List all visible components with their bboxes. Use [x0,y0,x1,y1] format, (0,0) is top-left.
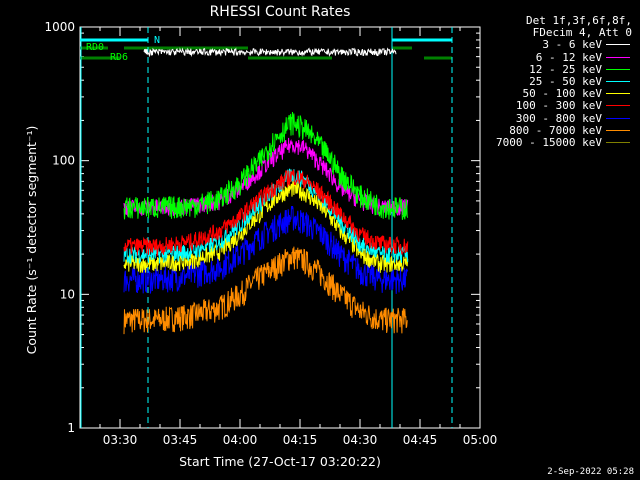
legend-label: 300 - 800 keV [515,111,602,125]
legend-entry: 25 - 50 keV [482,74,632,88]
legend-swatch [606,68,630,70]
legend-entry: 7000 - 15000 keV [482,135,632,149]
series-line [123,169,409,257]
x-tick-label: 05:00 [463,433,498,447]
legend-label: 6 - 12 keV [535,50,602,64]
x-axis-label: Start Time (27-Oct-17 03:20:22) [179,454,381,469]
legend-header-1: Det 1f,3f,6f,8f, [526,14,632,27]
legend-label: 800 - 7000 keV [509,123,602,137]
chart-title: RHESSI Count Rates [210,4,351,20]
y-tick-label: 1 [67,421,75,435]
legend-entry: 50 - 100 keV [482,87,632,101]
legend-label: 3 - 6 keV [542,38,602,52]
series-line [123,246,408,335]
series-group [123,47,409,335]
legend-label: 25 - 50 keV [529,74,602,88]
overlay-annotation: RD6 [110,52,128,63]
axes: 1 10 100 1000 03:30 03:45 04:00 04:15 04:30 04:45… [44,20,497,447]
x-tick-label: 03:45 [163,433,198,447]
legend-swatch [606,129,630,131]
instrument-state-overlay: RD0 RD6 N [80,27,453,428]
legend-swatch [606,44,630,46]
legend-entry: 800 - 7000 keV [482,123,632,137]
legend-swatch [606,141,630,143]
series-line [123,180,409,273]
x-tick-label: 03:30 [103,433,138,447]
legend-swatch [606,105,630,107]
legend: Det 1f,3f,6f,8f, FDecim 4, Att 0 3 - 6 k… [482,14,632,149]
legend-label: 100 - 300 keV [515,99,602,113]
x-tick-label: 04:45 [403,433,438,447]
legend-rows: 3 - 6 keV 6 - 12 keV 12 - 25 keV 25 - 50 ke… [482,39,632,149]
x-tick-label: 04:30 [343,433,378,447]
series-line [123,111,409,220]
overlay-annotation: RD0 [86,42,104,53]
series-line [123,205,409,294]
legend-label: 50 - 100 keV [522,87,602,101]
x-tick-label: 04:00 [223,433,258,447]
y-tick-label: 10 [60,287,75,301]
series-line [143,47,397,58]
y-axis-label: Count Rate (s⁻¹ detector segment⁻¹) [24,126,39,355]
legend-entry: 300 - 800 keV [482,111,632,125]
legend-entry: 12 - 25 keV [482,62,632,76]
legend-swatch [606,93,630,95]
legend-swatch [606,56,630,58]
y-tick-label: 1000 [44,20,75,34]
legend-entry: 100 - 300 keV [482,100,632,112]
overlay-annotation: N [154,35,160,46]
legend-swatch [606,80,630,82]
legend-label: 12 - 25 keV [529,62,602,76]
legend-entry: 3 - 6 keV [482,39,632,51]
legend-label: 7000 - 15000 keV [496,135,602,149]
y-tick-label: 100 [52,154,75,168]
generation-date: 2-Sep-2022 05:28 [547,467,634,477]
legend-swatch [606,117,630,119]
legend-entry: 6 - 12 keV [482,50,632,64]
x-tick-label: 04:15 [283,433,318,447]
legend-header-2: FDecim 4, Att 0 [532,26,632,40]
